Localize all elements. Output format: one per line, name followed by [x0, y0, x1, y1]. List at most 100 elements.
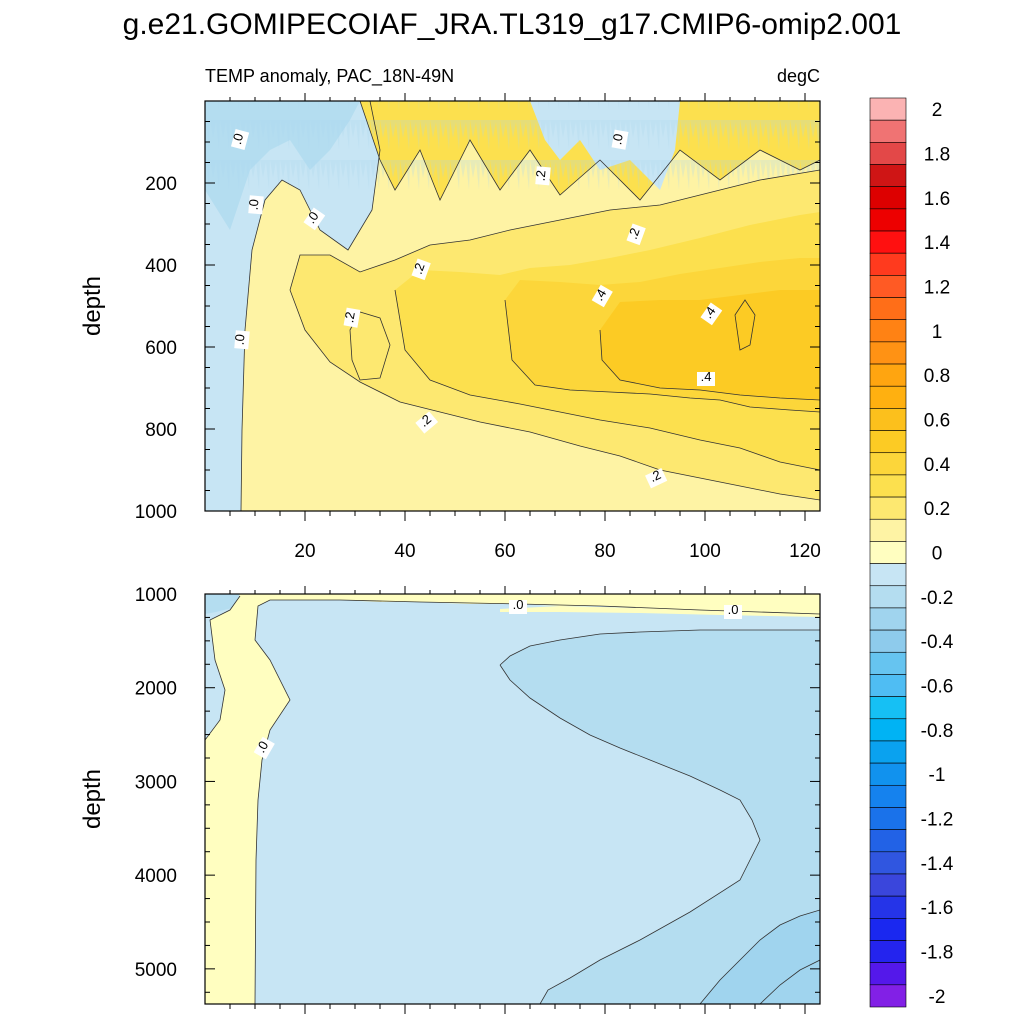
colorbar-label: 0	[932, 544, 943, 565]
colorbar-label: 1.2	[924, 277, 950, 298]
colorbar-swatch	[869, 496, 907, 520]
colorbar-label: -0.8	[921, 721, 954, 742]
upper-negative-left	[205, 101, 380, 511]
colorbar-label: 2	[932, 100, 943, 121]
colorbar-swatch	[869, 696, 907, 720]
upper-contour-05	[599, 329, 820, 401]
lower-y-tick-label: 2000	[135, 679, 177, 700]
colorbar-swatch	[869, 119, 907, 143]
upper-contour-eddy	[349, 311, 391, 381]
colorbar-swatch	[869, 385, 907, 409]
lower-contour-minus01	[499, 629, 820, 666]
colorbar-label: 1.6	[924, 189, 950, 210]
lower-y-axis-label: depth	[79, 769, 106, 829]
lower-y-tick-label: 4000	[135, 866, 177, 887]
colorbar-swatch	[869, 408, 907, 431]
colorbar-swatch	[869, 252, 907, 276]
colorbar-swatch	[869, 297, 907, 321]
colorbar-label: 0.6	[924, 410, 950, 431]
upper-x-tick-label: 120	[789, 541, 821, 562]
colorbar-swatch	[869, 208, 907, 232]
upper-x-axis: 20 40 60 80 100 120	[229, 93, 821, 562]
colorbar-swatch	[869, 895, 907, 919]
colorbar-swatch	[869, 452, 907, 476]
colorbar-label: -1.2	[921, 810, 954, 831]
colorbar-label: -0.6	[921, 677, 954, 698]
colorbar-swatch	[869, 918, 907, 941]
colorbar-label: 0.8	[924, 366, 950, 387]
colorbar-label: 1	[932, 322, 943, 343]
colorbar-swatch	[869, 142, 907, 165]
colorbar-swatch	[869, 563, 907, 587]
upper-contour-eddy2	[734, 299, 756, 351]
upper-contour-label: .2	[533, 170, 549, 182]
colorbar-swatch	[869, 873, 907, 897]
upper-plot-area	[205, 101, 820, 511]
upper-contour-label: .2	[341, 311, 358, 324]
colorbar-swatch	[869, 164, 907, 187]
upper-y-axis: 200 400 600 800 1000	[135, 121, 820, 523]
colorbar-swatch	[869, 585, 907, 609]
colorbar-swatch	[869, 718, 907, 742]
lower-negative-deep	[500, 630, 820, 1004]
upper-y-tick-label: 400	[145, 256, 177, 277]
upper-contour-label: .2	[410, 261, 428, 276]
lower-negative-strip-top	[205, 594, 240, 614]
colorbar-label: 0.4	[924, 455, 951, 476]
colorbar-swatch	[869, 97, 907, 121]
colorbar-swatch	[869, 940, 907, 963]
lower-y-tick-label: 3000	[135, 772, 177, 793]
lower-frame	[204, 593, 821, 1005]
upper-x-tick-label: 20	[294, 541, 315, 562]
colorbar: 2 1.8 1.6 1.4 1.2 1 0.8 0.6 0.4 0.2 0 -0.2 -0.4 -0.6 -…	[869, 97, 954, 1008]
upper-subtitle-left: TEMP anomaly, PAC_18N-49N	[205, 66, 454, 87]
colorbar-swatch	[869, 230, 907, 254]
upper-band-05	[600, 290, 820, 400]
colorbar-swatch	[869, 363, 907, 387]
colorbar-swatch	[869, 186, 907, 210]
colorbar-swatch	[869, 984, 907, 1008]
upper-subtitle-right: degC	[777, 66, 820, 86]
colorbar-swatch	[869, 829, 907, 853]
colorbar-label: -0.4	[921, 632, 954, 653]
colorbar-swatch	[869, 851, 907, 875]
colorbar-label: -0.2	[921, 588, 954, 609]
upper-surface-texture	[205, 101, 820, 191]
upper-y-axis-label: depth	[79, 276, 106, 336]
colorbar-label: 0.2	[924, 499, 950, 520]
upper-y-tick-label: 600	[145, 338, 177, 359]
colorbar-swatch	[869, 762, 907, 786]
upper-x-tick-label: 60	[494, 541, 515, 562]
colorbar-swatch	[869, 651, 907, 675]
lower-y-tick-label: 5000	[135, 960, 177, 981]
upper-contour-label: .0	[229, 132, 246, 146]
colorbar-label: 1.4	[924, 233, 951, 254]
lower-x-axis	[229, 586, 806, 1014]
colorbar-label: -1.8	[921, 943, 954, 964]
lower-contour-zero	[254, 599, 820, 1004]
upper-contour-labels: .0 .0 .0 .0 .0 .2 .2 .2 .2 .2 .2 .4 .4 .…	[229, 128, 723, 489]
lower-y-axis: 1000 2000 3000 4000 5000	[135, 585, 820, 993]
lower-contour-label: .0	[728, 602, 739, 617]
colorbar-label: -1	[929, 765, 946, 786]
upper-contour-02	[289, 169, 820, 291]
upper-contour-label: .2	[625, 226, 643, 241]
upper-contour-label: .4	[701, 369, 712, 384]
upper-contour-label: .0	[609, 133, 626, 146]
upper-contour-02b	[289, 289, 820, 501]
upper-x-tick-label: 100	[689, 541, 721, 562]
lower-contour-minus01b	[499, 664, 761, 1004]
lower-contour-label: .0	[513, 597, 524, 612]
colorbar-swatch	[869, 341, 907, 365]
upper-contour-label: .0	[232, 334, 248, 346]
colorbar-label: -1.6	[921, 898, 954, 919]
lower-plot-area	[205, 594, 820, 1004]
upper-contour-label: .0	[246, 199, 262, 211]
colorbar-swatch	[869, 518, 907, 542]
colorbar-swatch	[869, 674, 907, 697]
upper-x-tick-label: 40	[394, 541, 415, 562]
lower-y-tick-label: 1000	[135, 585, 177, 606]
colorbar-swatch	[869, 541, 907, 564]
colorbar-swatch	[869, 430, 907, 454]
